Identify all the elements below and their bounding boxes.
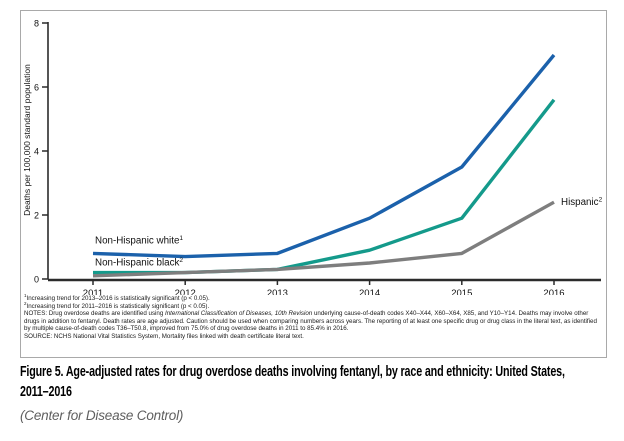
footnote-source: SOURCE: NCHS National Vital Statistics S… (24, 333, 603, 341)
figure-caption: Figure 5. Age-adjusted rates for drug ov… (20, 362, 620, 402)
y-tick-label: 0 (34, 274, 39, 284)
figure-box: 0 2 4 6 8 2011 2012 2013 2014 2015 2016 Deaths per … (20, 10, 607, 358)
footnote-1: 1Increasing trend for 2013–2016 is stati… (24, 292, 603, 303)
notes-prefix: NOTES: Drug overdose deaths are identifi… (24, 310, 166, 317)
y-tick-label: 8 (34, 18, 39, 28)
figure-caption-line-1: Figure 5. Age-adjusted rates for drug ov… (20, 364, 565, 380)
x-tick-label: 2016 (543, 288, 564, 295)
notes-suffix: underlying cause-of-death codes X40–X44,… (24, 310, 597, 332)
series-label-non-hispanic-black: Non-Hispanic black2 (95, 257, 183, 269)
source-text: SOURCE: NCHS National Vital Statistics S… (24, 332, 304, 340)
footnote-2: 2Increasing trend for 2011–2016 is stati… (24, 300, 603, 311)
y-tick-label: 4 (34, 146, 39, 156)
x-tick-label: 2015 (451, 288, 472, 295)
line-chart: 0 2 4 6 8 2011 2012 2013 2014 2015 2016 Deaths per … (22, 18, 603, 295)
footnote-1-superscript: 1 (24, 292, 27, 298)
series-label-non-hispanic-white: Non-Hispanic white1 (95, 235, 183, 247)
series-line-hispanic (92, 200, 555, 278)
footnote-1-text: Increasing trend for 2013–2016 is statis… (26, 295, 210, 302)
chart-footnotes: 1Increasing trend for 2013–2016 is stati… (24, 292, 603, 341)
y-axis-title: Deaths per 100,000 standard population (22, 64, 32, 216)
attribution-text: (Center for Disease Control) (20, 408, 184, 423)
footnote-notes: NOTES: Drug overdose deaths are identifi… (24, 310, 603, 333)
footnote-2-text: Increasing trend for 2011–2016 is statis… (26, 302, 210, 310)
x-tick-label: 2014 (359, 288, 380, 295)
notes-italic-citation: International Classification of Diseases… (165, 310, 313, 317)
y-tick-label: 6 (34, 82, 39, 92)
x-tick-label: 2012 (175, 288, 196, 295)
x-tick-label: 2013 (267, 288, 288, 295)
series-line-non-hispanic-black (93, 98, 556, 275)
figure-caption-line-2: 2011–2016 (20, 384, 72, 400)
footnote-2-superscript: 2 (24, 300, 27, 306)
series-line-non-hispanic-white (92, 53, 556, 259)
series-label-hispanic: Hispanic2 (561, 197, 603, 209)
x-tick-label: 2011 (83, 288, 103, 295)
y-tick-label: 2 (34, 210, 39, 220)
